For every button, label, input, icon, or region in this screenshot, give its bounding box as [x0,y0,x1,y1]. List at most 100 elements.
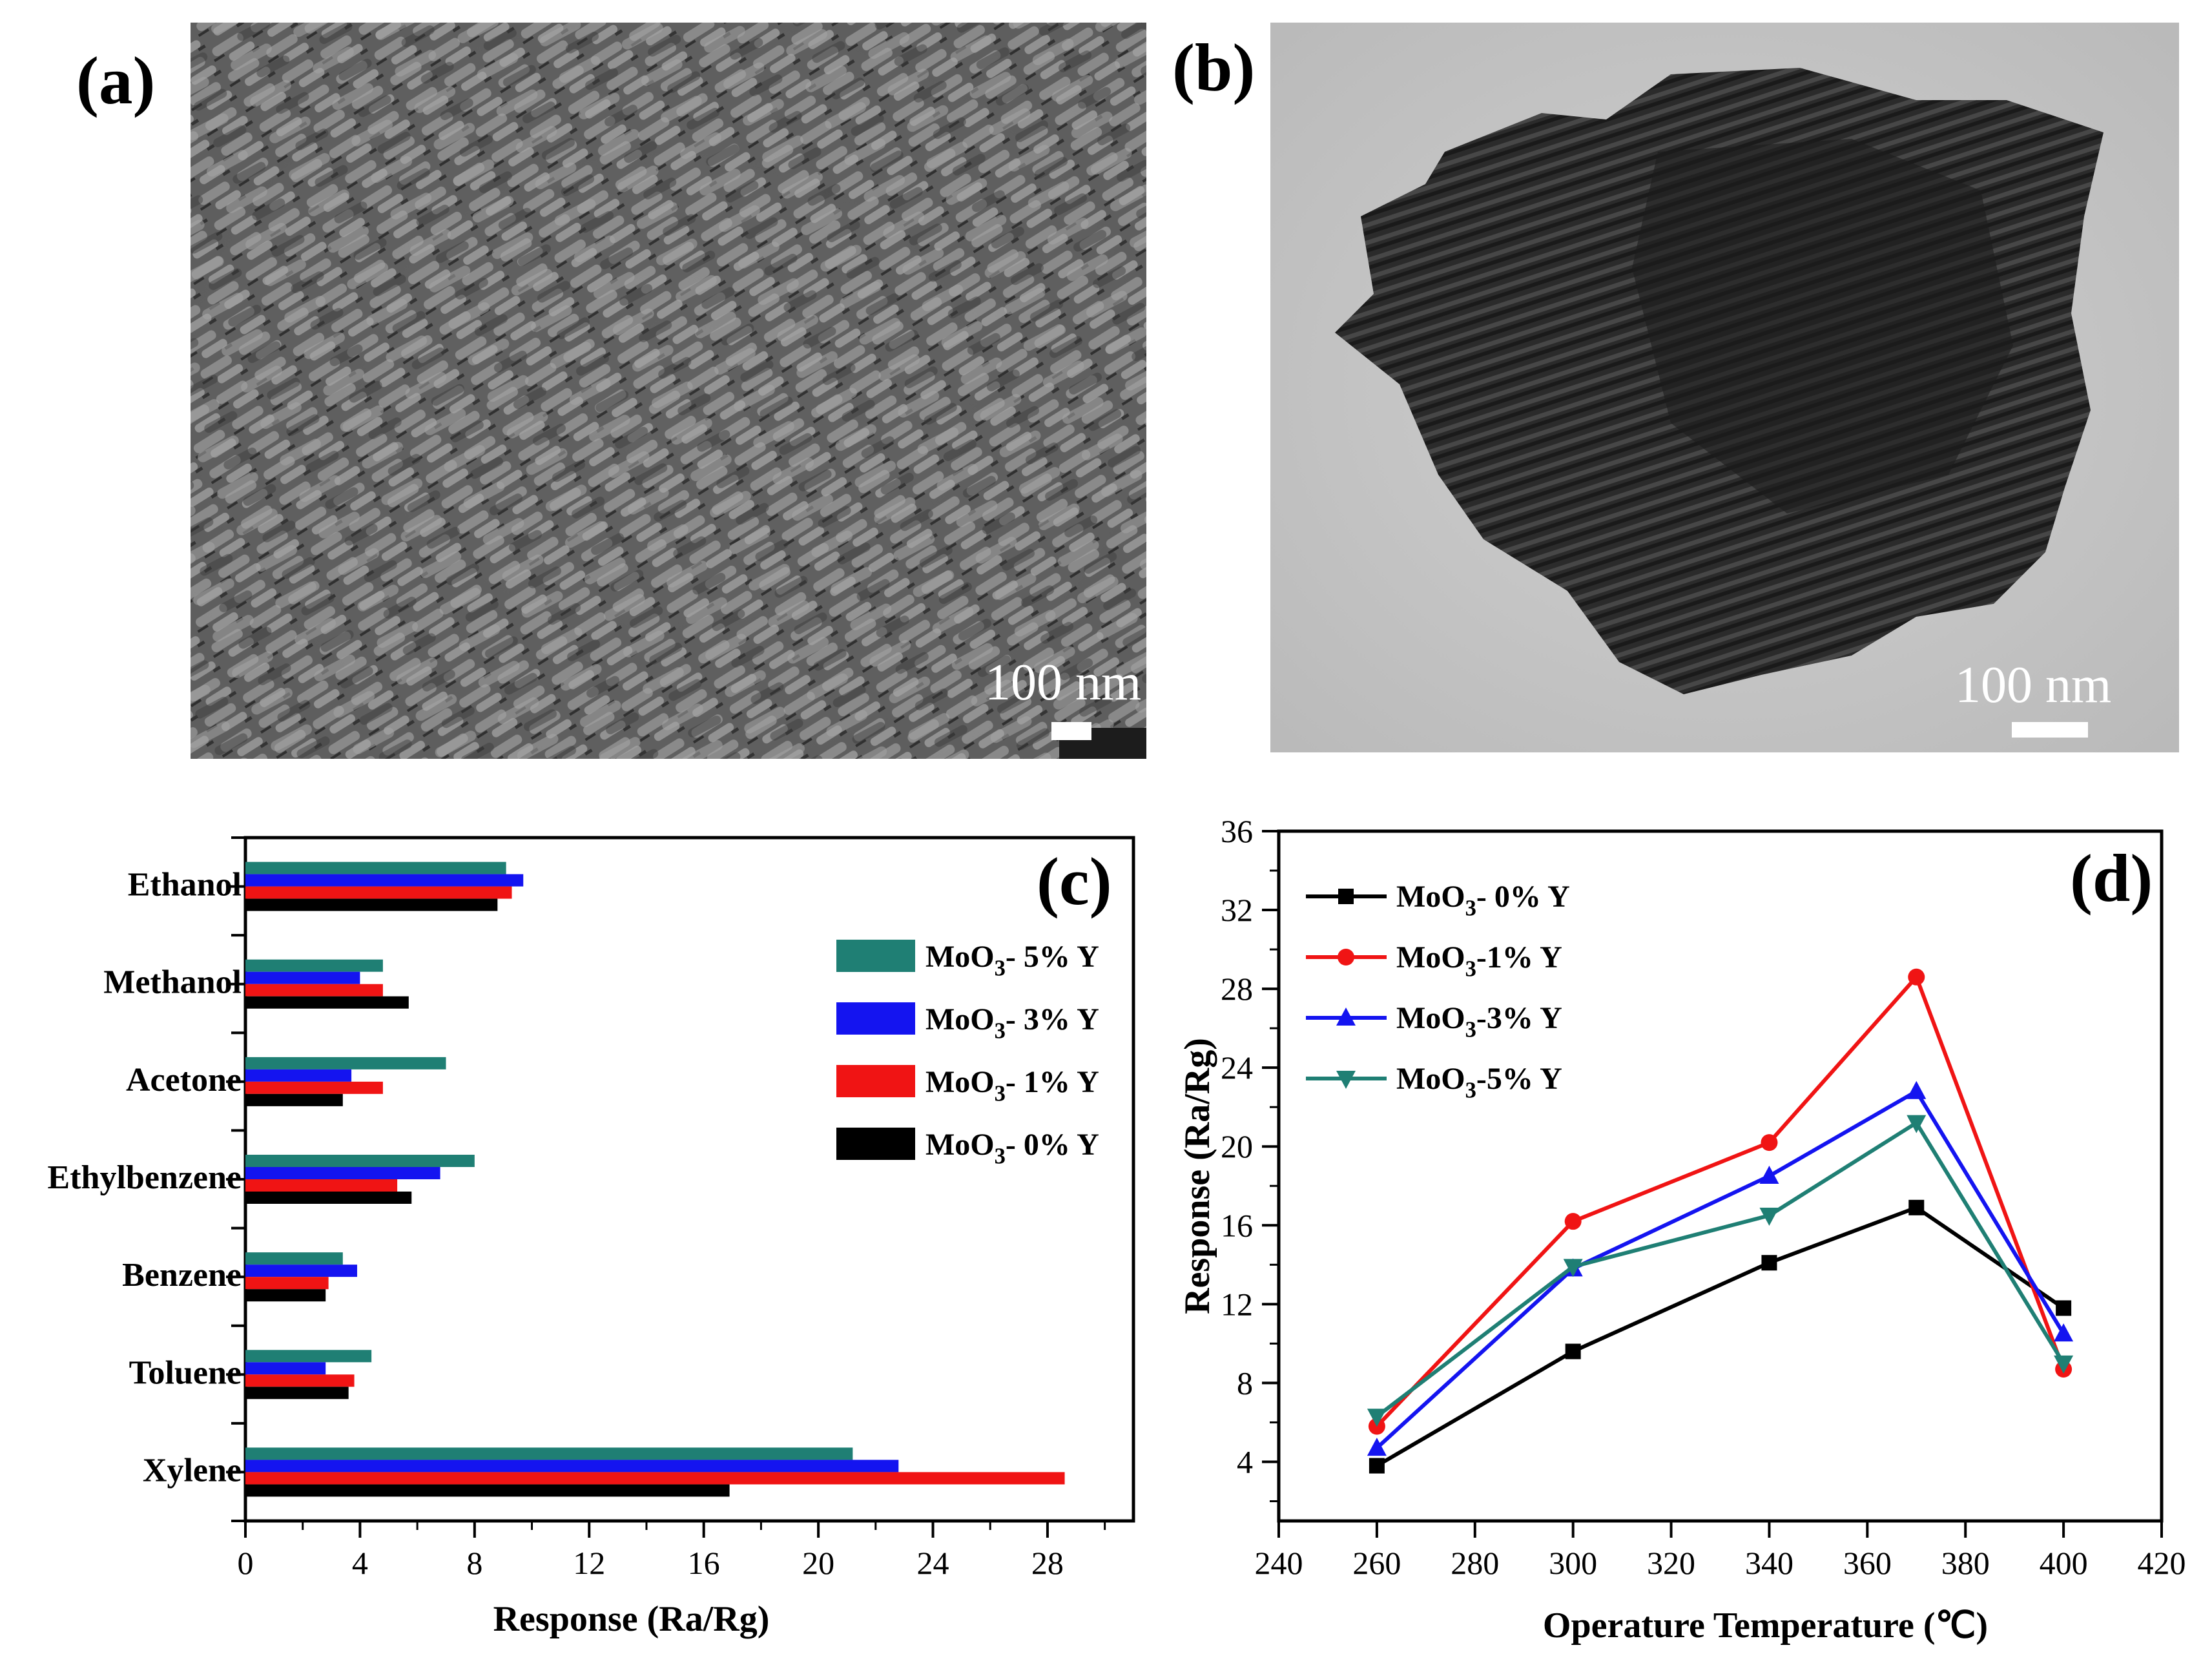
sem-micrograph: 100 nm [191,23,1146,759]
legend-marker [1336,1071,1356,1089]
category-label: Toluene [129,1354,242,1391]
legend-swatch [836,1002,915,1035]
data-point [1907,1080,1927,1099]
data-point [2054,1323,2074,1342]
bar [245,1387,349,1400]
y-tick-label: 28 [1221,971,1253,1007]
bar [245,862,506,874]
legend-swatch [836,1065,915,1097]
legend-label: MoO3- 5% Y [925,940,1099,980]
scale-bar-b [2012,722,2088,738]
y-tick-label: 24 [1221,1049,1253,1086]
bar [245,1155,475,1167]
x-tick-label: 280 [1451,1545,1499,1581]
bar [245,898,498,911]
x-tick-label: 420 [2138,1545,2186,1581]
scale-bar-a [1051,722,1091,740]
data-point [1908,968,1925,986]
y-tick-label: 36 [1221,813,1253,849]
bar [245,1192,412,1204]
data-point [1367,1438,1387,1456]
series-line [1375,1088,2065,1450]
bar [245,1057,446,1069]
x-tick-label: 380 [1941,1545,1990,1581]
bar [245,1179,398,1192]
data-point [1563,1259,1583,1277]
y-tick-label: 20 [1221,1128,1253,1164]
data-point [1761,1134,1778,1152]
scale-bar-label-b: 100 nm [1955,657,2112,714]
data-point [1908,1199,1925,1215]
x-tick-label: 300 [1549,1545,1597,1581]
y-tick-label: 12 [1221,1286,1253,1322]
x-tick-label: 0 [238,1545,254,1581]
legend-label: MoO3- 0% Y [1396,880,1570,920]
x-tick-label: 24 [917,1545,949,1581]
scale-bar-label-a: 100 nm [985,654,1142,711]
bar [245,1289,326,1302]
bar [245,1374,355,1387]
data-point [1907,1115,1927,1133]
plot-frame [1277,829,2164,1523]
bar [245,984,383,997]
data-point [1759,1208,1779,1226]
bar [245,886,512,899]
legend-label: MoO3- 0% Y [925,1128,1099,1168]
data-point [1759,1166,1779,1184]
x-tick-label: 8 [466,1545,482,1581]
data-point [1564,1213,1582,1230]
bar [245,1447,853,1460]
legend-label: MoO3- 1% Y [925,1065,1099,1106]
panel-label-b: (b) [1172,30,1256,105]
data-point [1369,1458,1385,1474]
tem-micrograph: 100 nm [1270,23,2179,752]
x-tick-label: 320 [1647,1545,1695,1581]
data-point [1761,1255,1777,1271]
bar [245,1277,329,1290]
bar [245,1069,352,1082]
x-tick-label: 20 [802,1545,834,1581]
bar [245,1460,899,1472]
category-label: Acetone [126,1062,242,1099]
legend-marker [1338,949,1354,966]
data-point [1367,1409,1387,1427]
x-tick-label: 12 [573,1545,605,1581]
x-tick-label: 400 [2040,1545,2088,1581]
sem-texture [191,23,1146,759]
x-tick-label: 360 [1843,1545,1892,1581]
bar [245,996,409,1009]
y-tick-label: 16 [1221,1207,1253,1243]
bar [245,874,524,887]
x-tick-label: 240 [1255,1545,1303,1581]
bar [245,971,360,984]
legend-marker [1338,889,1354,904]
panel-label-d: (d) [2070,840,2153,916]
legend-swatch [836,940,915,972]
bar [245,1350,372,1363]
bar [245,1265,357,1277]
bar [245,1081,383,1094]
data-point [2056,1300,2072,1316]
bar [245,1472,1065,1485]
x-tick-label: 16 [688,1545,720,1581]
legend-label: MoO3-5% Y [1396,1062,1562,1102]
category-label: Xylene [143,1452,242,1489]
bar [245,1362,326,1375]
bar [245,959,383,972]
series-line [1375,973,2065,1428]
category-label: Benzene [122,1257,242,1294]
panel-label-a: (a) [76,43,156,118]
legend-swatch [836,1128,915,1160]
x-tick-label: 4 [352,1545,368,1581]
category-label: Ethanol [128,867,242,904]
legend-label: MoO3- 3% Y [925,1002,1099,1043]
data-point [1565,1343,1581,1359]
bar [245,1167,440,1179]
panel-label-c: (c) [1037,843,1112,919]
y-axis-label: Response (Ra/Rg) [1177,1038,1217,1314]
category-label: Ethylbenzene [48,1159,242,1196]
y-tick-label: 32 [1221,892,1253,928]
bar [245,1252,343,1265]
x-tick-label: 260 [1352,1545,1401,1581]
bar [245,1093,343,1106]
